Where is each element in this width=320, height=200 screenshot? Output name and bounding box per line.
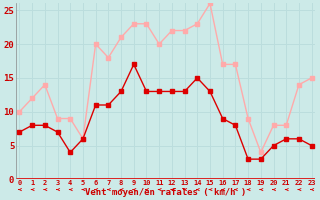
X-axis label: Vent moyen/en rafales ( km/h ): Vent moyen/en rafales ( km/h )	[85, 188, 246, 197]
